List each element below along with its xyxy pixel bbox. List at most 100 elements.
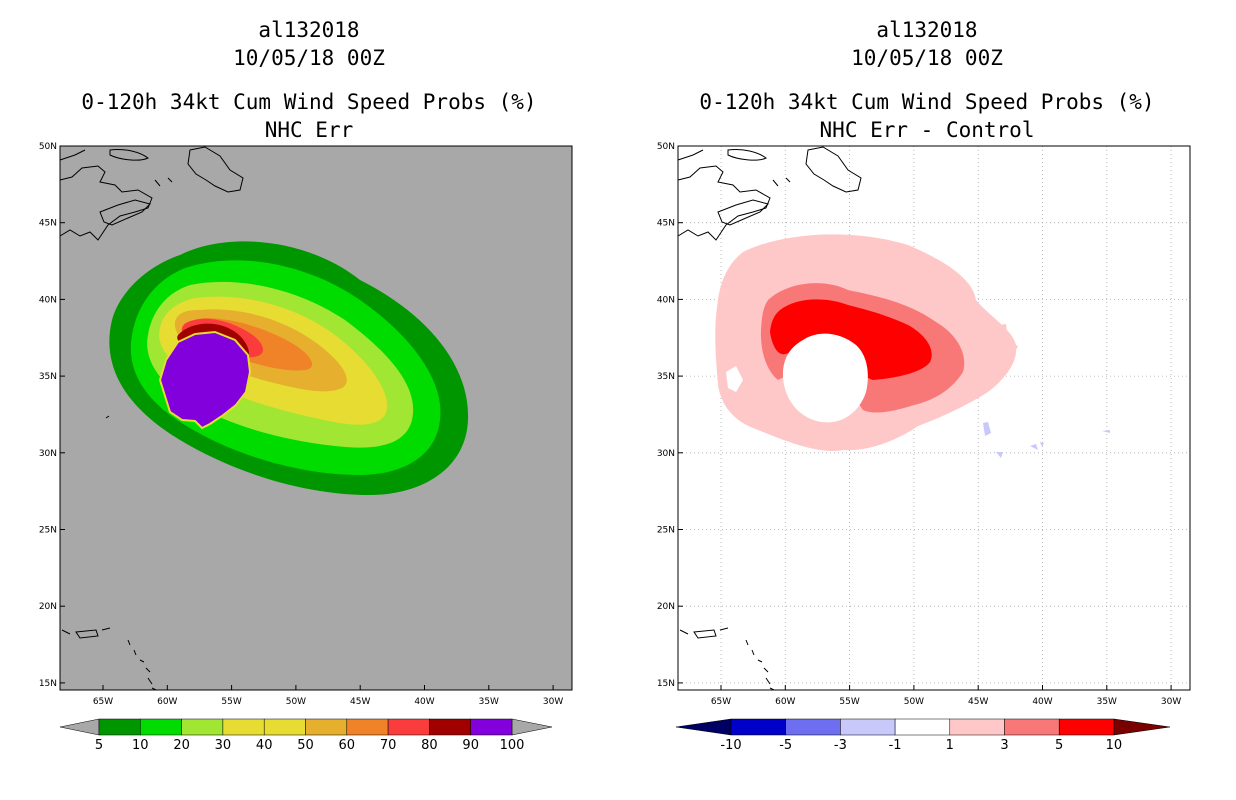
- colorbar-high-arrow: [511, 718, 553, 736]
- diff-core-white: [782, 333, 868, 423]
- coastline-puerto-rico: [679, 627, 729, 639]
- coastline-gulf-stlawrence: [727, 149, 767, 161]
- colorbar-label: 20: [173, 738, 190, 753]
- longitude-ticks: 65W 60W 55W 50W 45W 40W 35W 30W: [711, 685, 1181, 707]
- lon-tick-label: 30W: [1161, 697, 1181, 707]
- left-map-panel: al132018 10/05/18 00Z 0-120h 34kt Cum Wi…: [39, 18, 573, 753]
- lat-tick-label: 30N: [657, 449, 675, 459]
- colorbar-label: 1: [946, 738, 954, 753]
- lon-tick-label: 35W: [1097, 697, 1117, 707]
- lon-tick-label: 45W: [968, 697, 988, 707]
- colorbar-label: 80: [421, 738, 438, 753]
- lat-tick-label: 50N: [39, 142, 57, 152]
- colorbar-segment: [140, 718, 182, 736]
- storm-id-title: al132018: [876, 18, 978, 42]
- colorbar: -10 -5 -3 -1 1 3 5 10: [675, 718, 1171, 753]
- colorbar: 5 10 20 30 40 50 60 70 80 90 100: [59, 718, 553, 753]
- colorbar-label: 100: [500, 738, 525, 753]
- lon-tick-label: 30W: [543, 697, 563, 707]
- panel-subtitle: NHC Err: [264, 118, 354, 142]
- colorbar-label: 90: [462, 738, 479, 753]
- coastline-puerto-rico: [61, 627, 111, 639]
- colorbar-low-arrow: [675, 718, 732, 736]
- colorbar-segment: [305, 718, 348, 736]
- storm-id-title: al132018: [258, 18, 360, 42]
- colorbar-segment: [1004, 718, 1060, 736]
- lat-tick-label: 25N: [657, 526, 675, 536]
- colorbar-segment: [346, 718, 389, 736]
- colorbar-label: -3: [834, 738, 847, 753]
- contour-90-100: [158, 330, 252, 430]
- colorbar-segment: [387, 718, 430, 736]
- lon-tick-label: 60W: [775, 697, 795, 707]
- lat-tick-label: 20N: [39, 602, 57, 612]
- coastline-gulf-stlawrence: [109, 149, 149, 161]
- colorbar-segment: [263, 718, 306, 736]
- left-map-svg: 50N 45N 40N 35N 30N 25N 20N 15N 65W 60W 55W 50W 45W…: [39, 142, 573, 753]
- coastline-north-america: [677, 165, 771, 241]
- map-frame: [59, 145, 573, 691]
- coastline-hudson: [59, 149, 173, 187]
- coastlines: [59, 146, 244, 691]
- datetime-title: 10/05/18 00Z: [233, 46, 385, 70]
- colorbar-label: 5: [95, 738, 103, 753]
- colorbar-label: 60: [339, 738, 356, 753]
- lat-tick-label: 15N: [39, 679, 57, 689]
- colorbar-label: 10: [1106, 738, 1123, 753]
- lat-tick-label: 35N: [657, 372, 675, 382]
- difference-shading: [715, 234, 1110, 458]
- colorbar-label: -10: [720, 738, 741, 753]
- lon-tick-label: 50W: [286, 697, 306, 707]
- colorbar-segment: [840, 718, 896, 736]
- coastline-hudson: [677, 149, 791, 187]
- colorbar-segment: [1058, 718, 1115, 736]
- colorbar-segment: [949, 718, 1005, 736]
- colorbar-label: -5: [779, 738, 792, 753]
- colorbar-label: 10: [132, 738, 149, 753]
- lat-tick-label: 45N: [657, 219, 675, 229]
- colorbar-segment: [785, 718, 841, 736]
- colorbar-label: 70: [380, 738, 397, 753]
- lat-tick-label: 30N: [39, 449, 57, 459]
- lat-tick-label: 20N: [657, 602, 675, 612]
- colorbar-segment: [470, 718, 513, 736]
- lat-tick-label: 15N: [657, 679, 675, 689]
- lon-tick-label: 65W: [93, 697, 113, 707]
- panel-subtitle: NHC Err - Control: [819, 118, 1035, 142]
- colorbar-label: 5: [1055, 738, 1063, 753]
- right-map-panel: al132018 10/05/18 00Z 0-120h 34kt Cum Wi…: [618, 0, 1236, 800]
- colorbar-label: 50: [297, 738, 314, 753]
- lon-tick-label: 35W: [479, 697, 499, 707]
- colorbar-label: 3: [1000, 738, 1008, 753]
- colorbar-label: -1: [889, 738, 902, 753]
- lat-tick-label: 50N: [657, 142, 675, 152]
- coastline-islet: [105, 415, 110, 419]
- colorbar-label: 40: [256, 738, 273, 753]
- lat-tick-label: 40N: [39, 295, 57, 305]
- product-title: 0-120h 34kt Cum Wind Speed Probs (%): [81, 90, 537, 114]
- diff-positive-5: [770, 299, 932, 380]
- lon-tick-label: 55W: [221, 697, 241, 707]
- colorbar-segment: [429, 718, 471, 736]
- product-title: 0-120h 34kt Cum Wind Speed Probs (%): [699, 90, 1155, 114]
- coastline-nova-scotia: [99, 199, 151, 226]
- coastline-newfoundland: [187, 146, 244, 193]
- colorbar-segment: [730, 718, 786, 736]
- coastline-lesser-antilles: [745, 639, 775, 691]
- colorbar-low-arrow: [59, 718, 100, 736]
- right-map-svg: 50N 45N 40N 35N 30N 25N 20N 15N 65W 60W 55W 50W 45W…: [657, 142, 1191, 753]
- lat-tick-label: 45N: [39, 219, 57, 229]
- colorbar-segment: [222, 718, 265, 736]
- lon-tick-label: 50W: [904, 697, 924, 707]
- coastline-nova-scotia: [717, 199, 769, 226]
- latitude-ticks: 50N 45N 40N 35N 30N 25N 20N 15N: [39, 142, 65, 689]
- lon-tick-label: 45W: [350, 697, 370, 707]
- colorbar-high-arrow: [1113, 718, 1171, 736]
- lon-tick-label: 60W: [157, 697, 177, 707]
- lon-tick-label: 55W: [839, 697, 859, 707]
- colorbar-segment: [894, 718, 951, 736]
- lon-tick-label: 40W: [1032, 697, 1052, 707]
- lat-tick-label: 40N: [657, 295, 675, 305]
- colorbar-segment: [181, 718, 224, 736]
- map-frame: [677, 145, 1191, 691]
